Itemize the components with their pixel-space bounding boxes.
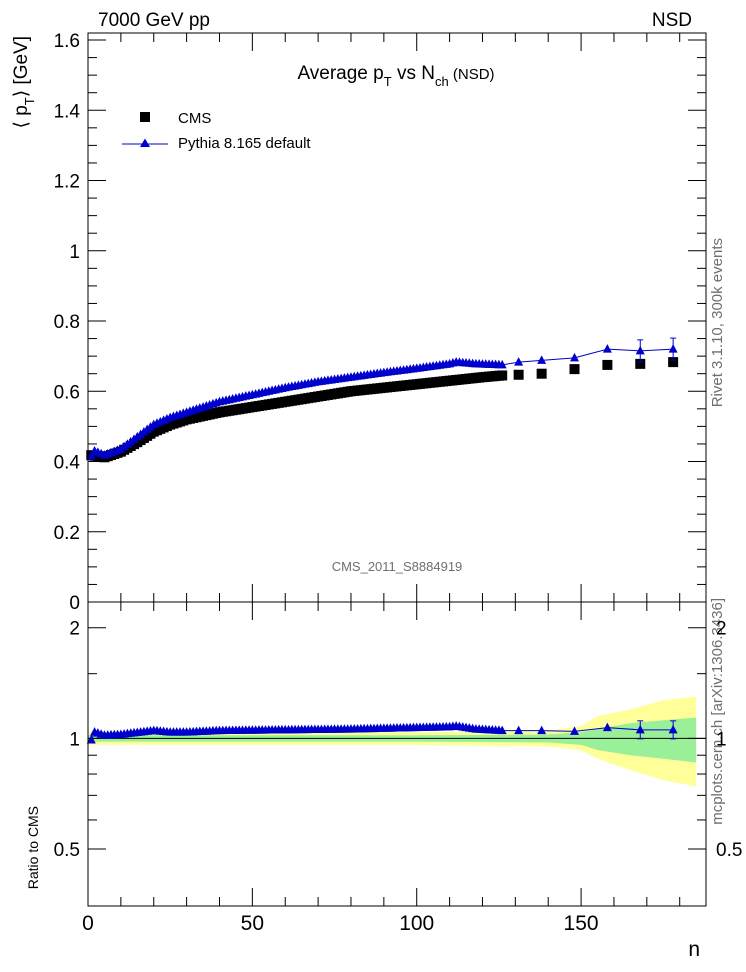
ratio-y-tick-label: 0.5 [54, 840, 80, 861]
main-title: Average pT vs Nch (NSD) [297, 63, 494, 89]
cms-point [569, 364, 580, 375]
main-y-tick-label: 0.2 [54, 523, 80, 544]
main-y-tick-label: 1.2 [54, 172, 80, 193]
ratio-y-tick-label-right: 2 [716, 619, 727, 640]
rivet-label: Rivet 3.1.10, 300k events [709, 238, 726, 407]
ratio-y-tick-label-right: 0.5 [716, 840, 742, 861]
pythia-point [570, 352, 580, 362]
main-y-tick-label: 0.8 [54, 312, 80, 333]
ratio-frame [87, 601, 707, 907]
cms-point [536, 368, 547, 379]
x-tick-label: 100 [399, 912, 434, 935]
main-y-tick-label: 1.4 [54, 101, 81, 122]
mcplots-label: mcplots.cern.ch [arXiv:1306.3436] [709, 598, 726, 825]
legend-cms-label: CMS [178, 110, 211, 127]
main-ticks: 0 0.2 0.4 0.6 0.8 1 1.2 1.4 1.6 [54, 31, 706, 614]
pythia-point [86, 451, 96, 460]
main-y-tick-label: 0.4 [54, 453, 81, 474]
main-y-tick-label: 0 [69, 593, 80, 614]
energy-label: 7000 GeV pp [98, 10, 210, 31]
pythia-point [537, 355, 547, 364]
legend-cms-marker [140, 112, 150, 122]
main-y-tick-label: 1.6 [54, 31, 80, 52]
ratio-point [602, 722, 612, 732]
ratio-point [497, 725, 507, 735]
main-y-axis-label: ⟨ pT⟩ [GeV] [11, 36, 37, 129]
x-tick-label: 50 [241, 912, 264, 935]
cms-point [668, 357, 679, 368]
ratio-point [86, 735, 96, 744]
main-y-tick-label: 1 [69, 242, 80, 263]
ratio-bands [88, 696, 706, 787]
x-axis-label: n [688, 938, 700, 961]
ratio-band-green [88, 717, 697, 763]
cms-point [635, 358, 646, 369]
cms-point [513, 369, 524, 380]
pythia-point [602, 344, 612, 353]
cms-point [602, 359, 613, 370]
main-marks [86, 337, 679, 463]
process-label: NSD [652, 10, 692, 31]
legend-pythia-label: Pythia 8.165 default [178, 135, 311, 152]
ratio-y-tick-label-right: 1 [716, 729, 727, 750]
cms-point [497, 370, 508, 381]
ratio-y-tick-label: 2 [69, 619, 80, 640]
ratio-ticks: 0.5 0.5 1 1 2 2 0 50 100 150 [54, 602, 742, 935]
pythia-point [497, 359, 507, 369]
pythia-point [514, 357, 524, 366]
pythia-line [90, 348, 674, 457]
ratio-y-tick-label: 1 [69, 729, 80, 750]
main-y-tick-label: 0.6 [54, 382, 80, 403]
legend-pythia-marker [140, 138, 150, 147]
ratio-point [514, 725, 524, 735]
ratio-point [537, 725, 547, 735]
analysis-watermark: CMS_2011_S8884919 [332, 559, 463, 574]
x-tick-label: 0 [82, 912, 94, 935]
x-tick-label: 150 [564, 912, 599, 935]
main-panel: 0 0.2 0.4 0.6 0.8 1 1.2 1.4 1.6 Average pT vs Nc… [11, 31, 707, 614]
ratio-marks [86, 720, 678, 744]
ratio-y-axis-label: Ratio to CMS [25, 806, 41, 889]
ratio-panel: 0.5 0.5 1 1 2 2 0 50 100 150 Ratio to CMS n [25, 601, 742, 961]
ratio-point [570, 726, 580, 735]
